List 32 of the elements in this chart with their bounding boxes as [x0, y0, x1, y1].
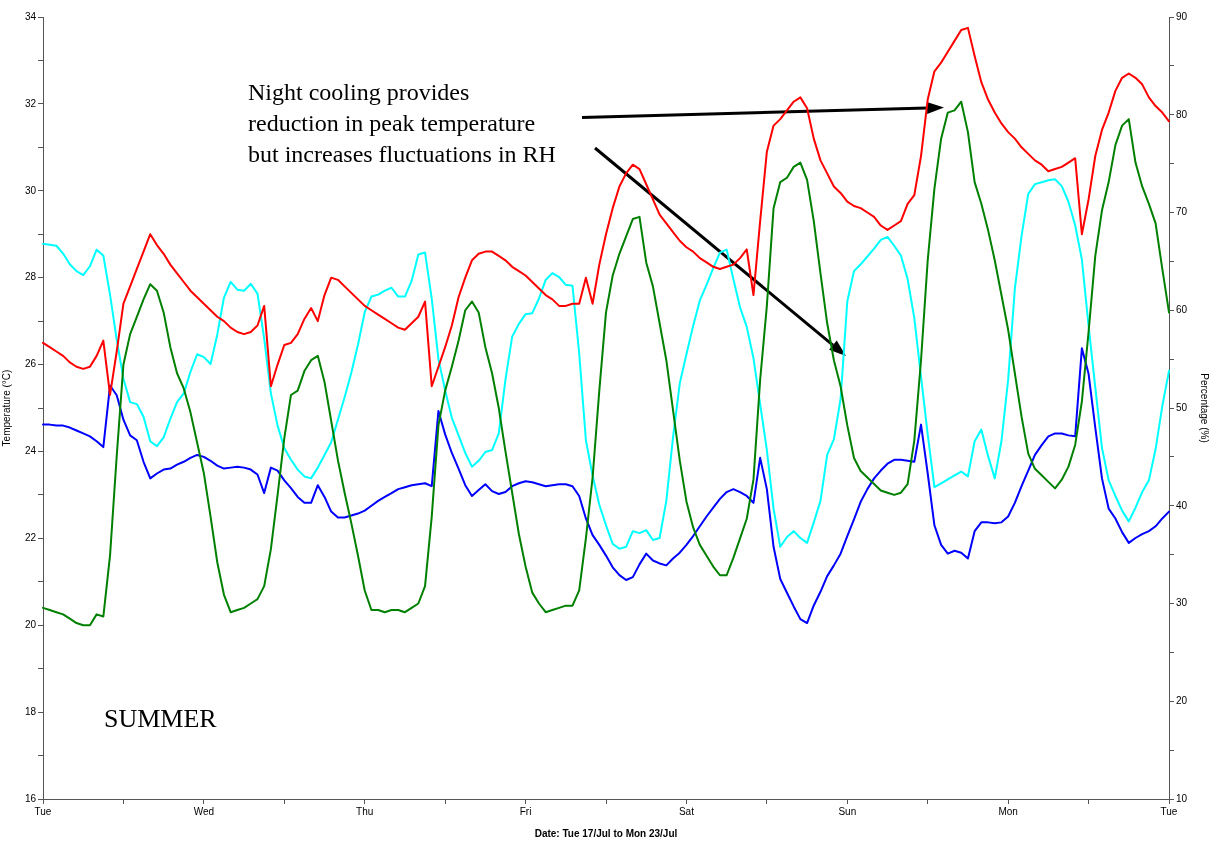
- y2-tick-label: 30: [1176, 597, 1188, 609]
- y-tick-label: 28: [24, 271, 37, 283]
- y-tick-label: 34: [24, 10, 37, 22]
- annotation: Night cooling provides reduction in peak temperature but increases fluctuations in RH: [248, 78, 557, 169]
- x-axis-title: Date: Tue 17/Jul to Mon 23/Jul: [534, 827, 678, 839]
- y2-tick-label: 90: [1176, 10, 1188, 22]
- y2-tick-label: 60: [1176, 304, 1188, 315]
- y-tick-label: 24: [24, 445, 37, 457]
- y2-tick-label: 40: [1176, 499, 1188, 511]
- y2-tick-label: 20: [1176, 695, 1188, 706]
- y-tick-label: 32: [24, 97, 37, 109]
- y-axis-title: Temperature (°C): [0, 369, 12, 447]
- y2-axis-title: Percentage (%): [1199, 373, 1211, 443]
- x-tick-label: Mon: [998, 805, 1018, 817]
- x-tick-label: Tue: [34, 805, 52, 817]
- y-tick-label: 30: [24, 184, 37, 196]
- x-tick-label: Fri: [519, 805, 532, 817]
- x-tick-label: Thu: [356, 805, 374, 817]
- y-tick-label: 18: [24, 705, 37, 717]
- y-tick-label: 22: [24, 532, 37, 544]
- annotation: SUMMER: [104, 703, 218, 735]
- x-tick-label: Tue: [1160, 805, 1178, 817]
- y2-tick-label: 80: [1176, 108, 1188, 120]
- y-tick-label: 16: [24, 792, 37, 804]
- y-tick-label: 20: [24, 618, 37, 630]
- y2-tick-label: 10: [1176, 792, 1188, 804]
- x-tick-label: Sun: [838, 805, 857, 817]
- y2-tick-label: 50: [1176, 401, 1188, 413]
- y2-tick-label: 70: [1176, 206, 1188, 218]
- x-tick-label: Wed: [193, 805, 215, 817]
- y-tick-label: 26: [24, 358, 37, 370]
- x-tick-label: Sat: [678, 805, 695, 817]
